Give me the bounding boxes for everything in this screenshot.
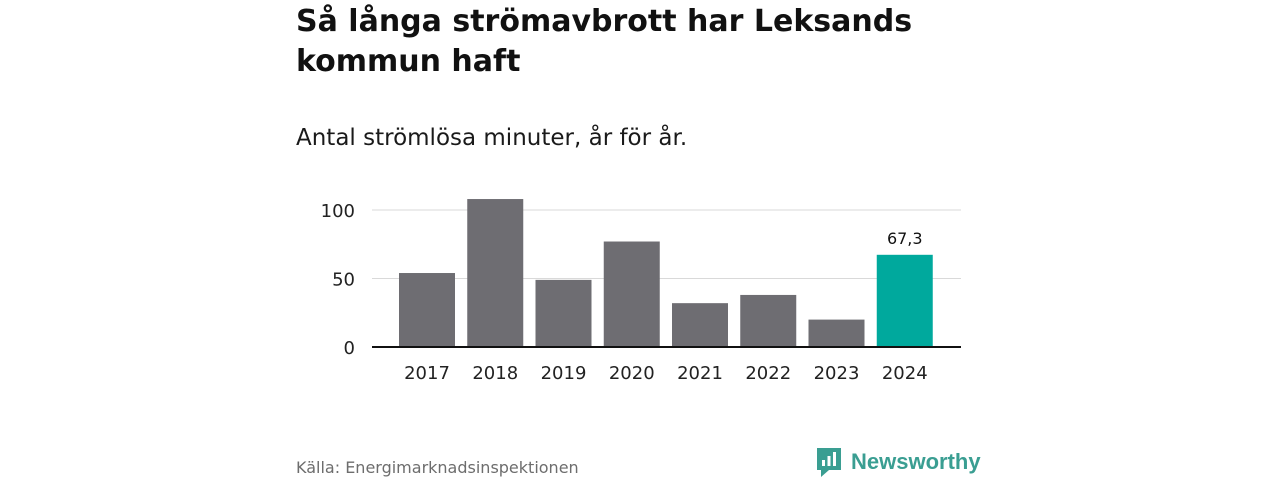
- bar-chart: 67,3 0 50 100 2017 2018 2019 2020 2021 2022 2023…: [321, 199, 961, 384]
- x-tick-label: 2022: [745, 363, 791, 384]
- bar-2024: [876, 254, 933, 347]
- x-tick-label: 2020: [609, 363, 655, 384]
- y-axis-ticks: 0 50 100: [321, 201, 355, 359]
- bar-2021: [672, 303, 728, 347]
- chart-subtitle: Antal strömlösa minuter, år för år.: [296, 125, 688, 151]
- bar-2019: [535, 279, 592, 347]
- bar-2018: [467, 199, 524, 347]
- gridlines: [372, 209, 961, 279]
- chart-title: Så långa strömavbrott har Leksands kommu…: [296, 4, 913, 79]
- bars: [399, 199, 933, 347]
- bar-2023: [808, 319, 865, 347]
- brand-logo: Newsworthy: [815, 446, 981, 478]
- x-tick-label: 2017: [404, 363, 450, 384]
- x-tick-label: 2024: [882, 363, 928, 384]
- brand-name: Newsworthy: [851, 449, 981, 474]
- x-tick-label: 2023: [814, 363, 860, 384]
- bar-2020: [603, 241, 660, 347]
- x-tick-label: 2018: [472, 363, 518, 384]
- bar-2017: [399, 273, 455, 347]
- data-labels: 67,3: [887, 229, 923, 248]
- y-tick-label: 50: [332, 270, 355, 291]
- x-tick-label: 2019: [541, 363, 587, 384]
- data-label: 67,3: [887, 229, 923, 248]
- bar-2022: [740, 294, 797, 347]
- x-tick-label: 2021: [677, 363, 723, 384]
- x-axis-ticks: 2017 2018 2019 2020 2021 2022 2023 2024: [404, 363, 928, 384]
- source-note: Källa: Energimarknadsinspektionen: [296, 458, 579, 477]
- y-tick-label: 0: [344, 338, 355, 359]
- y-tick-label: 100: [321, 201, 355, 222]
- newsworthy-logo-icon: [817, 448, 841, 477]
